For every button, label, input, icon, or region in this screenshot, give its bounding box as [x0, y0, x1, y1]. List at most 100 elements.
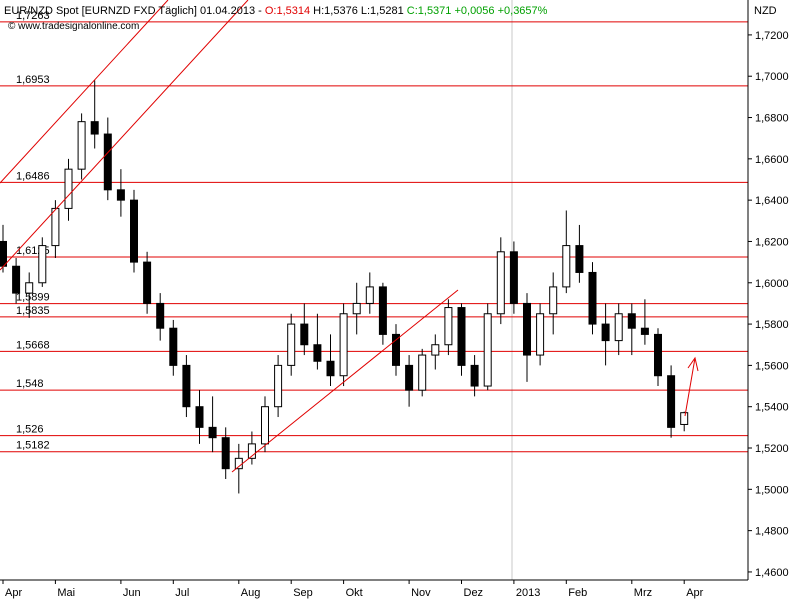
y-tick-label: 1,5000 [755, 484, 789, 496]
level-label: 1,548 [16, 378, 44, 390]
candle-body [287, 323, 296, 366]
y-tick-label: 1,5200 [755, 443, 789, 455]
level-label: 1,526 [16, 424, 44, 436]
y-tick-label: 1,5400 [755, 402, 789, 414]
candle-body [614, 313, 623, 342]
x-tick-label: Sep [293, 587, 313, 599]
candle-body [496, 251, 505, 315]
level-label: 1,7263 [16, 10, 50, 22]
candle-body [457, 307, 466, 366]
candle-body [221, 437, 230, 470]
candle-body [103, 133, 112, 191]
x-tick-label: Apr [686, 587, 703, 599]
y-tick-label: 1,4800 [755, 526, 789, 538]
quote-change: C:1,5371 +0,0056 +0,3657% [407, 5, 548, 17]
y-tick-label: 1,5800 [755, 319, 789, 331]
candle-body [143, 261, 152, 304]
axis-labels: 1,4600 1,4800 1,5000 1,5200 1,5400 1,5600 1,58… [2, 30, 789, 599]
forecast-arrowhead [687, 356, 699, 372]
candle-body [195, 406, 204, 428]
forecast-arrow [684, 357, 696, 417]
level-label: 1,5182 [16, 440, 50, 452]
quote-range: H:1,5376 L:1,5281 [313, 5, 404, 17]
candle-body [470, 364, 479, 387]
candle-body [12, 265, 21, 294]
levels: 1,72631,69531,64861,61251,58991,58351,56… [0, 10, 748, 453]
y-axis-label: NZD [754, 5, 777, 17]
y-tick-label: 1,6200 [755, 236, 789, 248]
trend-line [231, 289, 459, 473]
candle-body [654, 333, 662, 377]
candle-body [116, 189, 125, 201]
level-label: 1,6953 [16, 74, 50, 86]
candle-body [130, 199, 138, 263]
candle-body [169, 327, 178, 366]
candle-body [51, 207, 60, 247]
candle-body [418, 354, 427, 391]
x-tick-label: Apr [5, 587, 22, 599]
candle-body [0, 240, 7, 267]
x-tick-label: Dez [464, 587, 484, 599]
candle-body [326, 360, 335, 377]
candle-body [549, 286, 558, 315]
x-tick-label: Aug [241, 587, 261, 599]
candle-body [247, 443, 256, 459]
y-tick-label: 1,7000 [755, 71, 789, 83]
x-tick-label: Mrz [634, 587, 652, 599]
candle-body [536, 313, 545, 356]
x-tick-label: Feb [568, 587, 587, 599]
candle-body [562, 245, 571, 288]
candle-body [483, 313, 492, 387]
candle-body [352, 302, 361, 315]
candle-body [588, 271, 597, 325]
candle-body [339, 313, 348, 377]
candle-body [509, 251, 518, 304]
candle-body [208, 426, 217, 439]
title: EUR/NZD Spot [EURNZD FXD Täglich] 01.04.… [4, 5, 262, 17]
candle-body [431, 344, 440, 356]
trend-line [0, 0, 249, 271]
candle-body [25, 282, 34, 294]
y-tick-label: 1,5600 [755, 360, 789, 372]
y-tick-label: 1,7200 [755, 30, 789, 42]
y-tick-label: 1,6400 [755, 195, 789, 207]
x-tick-label: Nov [411, 587, 431, 599]
candle-body [64, 168, 73, 209]
candle-body [38, 245, 47, 284]
candle-body [77, 121, 86, 170]
x-tick-label: Jul [175, 587, 189, 599]
candle-body [274, 364, 283, 408]
candle-body [640, 327, 649, 335]
chart-title: EUR/NZD Spot [EURNZD FXD Täglich] 01.04.… [4, 5, 548, 17]
trend-line [0, 0, 169, 184]
candle-body [680, 412, 689, 425]
trend-lines [0, 0, 699, 473]
watermark: © www.tradesignalonline.com [8, 21, 139, 32]
y-tick-label: 1,6000 [755, 278, 789, 290]
x-tick-label: Mai [57, 587, 75, 599]
candle-body [182, 364, 191, 408]
candle-body [313, 344, 322, 362]
x-tick-label: Jun [123, 587, 141, 599]
y-tick-label: 1,6800 [755, 113, 789, 125]
candle-body [365, 286, 374, 304]
candle-body [575, 245, 584, 273]
candle-body [90, 121, 99, 135]
candle-body [261, 406, 269, 445]
candle-body [627, 313, 636, 329]
candle-body [444, 307, 453, 346]
quote-open: O:1,5314 [265, 5, 310, 17]
x-tick-label: Okt [346, 587, 363, 599]
candle-body [405, 364, 414, 391]
candle-body [667, 375, 676, 428]
level-label: 1,5899 [16, 292, 50, 304]
candle-body [601, 323, 610, 342]
candle-body [300, 323, 309, 346]
candle-body [523, 302, 531, 356]
x-tick-label: 2013 [516, 587, 540, 599]
candle-body [392, 333, 400, 366]
candles [0, 80, 689, 494]
level-label: 1,6486 [16, 170, 50, 182]
